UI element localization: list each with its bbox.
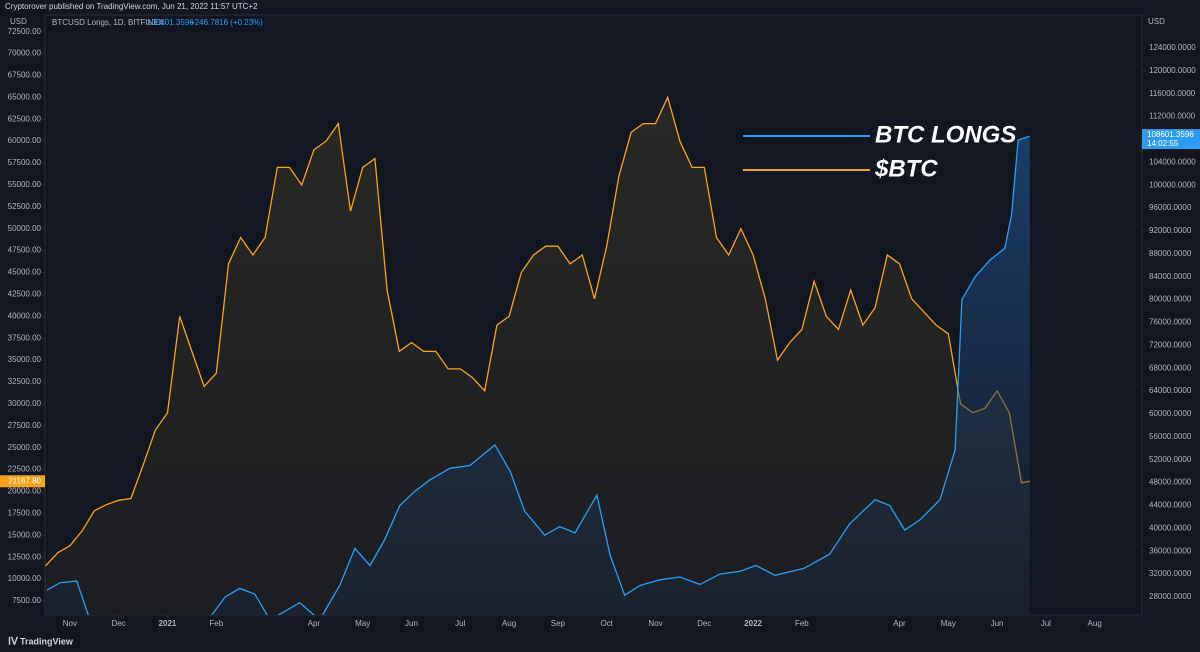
y2-tick-label: 44000.0000 — [1149, 501, 1192, 510]
area — [47, 136, 1030, 615]
y2-tick-label: 76000.0000 — [1149, 318, 1192, 327]
y2-tick-label: 104000.0000 — [1149, 157, 1196, 166]
x-tick-label: Oct — [600, 619, 613, 628]
x-tick-label: Dec — [112, 619, 126, 628]
y-tick-label: 47500.00 — [8, 246, 42, 255]
x-tick-label: Dec — [697, 619, 711, 628]
x-tick-label: May — [941, 619, 956, 628]
y2-tick-label: 52000.0000 — [1149, 455, 1192, 464]
y-tick-label: 52500.00 — [8, 202, 42, 211]
y2-tick-label: 80000.0000 — [1149, 295, 1192, 304]
y2-tick-label: 68000.0000 — [1149, 363, 1192, 372]
right-axis-unit: USD — [1148, 17, 1165, 26]
y-tick-label: 10000.00 — [8, 574, 42, 583]
y-tick-label: 57500.00 — [8, 158, 42, 167]
legend-label: $BTC — [874, 155, 938, 182]
x-tick-label: Jul — [455, 619, 465, 628]
y-tick-label: 27500.00 — [8, 421, 42, 430]
y2-tick-label: 96000.0000 — [1149, 203, 1192, 212]
x-tick-label: 2022 — [744, 619, 762, 628]
y-tick-label: 7500.00 — [12, 596, 41, 605]
x-tick-label: Jul — [1041, 619, 1051, 628]
x-tick-label: Apr — [308, 619, 321, 628]
y-tick-label: 20000.00 — [8, 487, 42, 496]
x-tick-label: Nov — [648, 619, 662, 628]
y2-tick-label: 32000.0000 — [1149, 569, 1192, 578]
y2-tick-label: 64000.0000 — [1149, 386, 1192, 395]
price-badge-label: 108601.3596 — [1147, 130, 1194, 139]
publisher: Cryptorover published on TradingView.com… — [5, 2, 258, 11]
y2-tick-label: 100000.0000 — [1149, 180, 1196, 189]
logo: ⅠⅤ — [8, 637, 19, 648]
y-tick-label: 42500.00 — [8, 290, 42, 299]
x-tick-label: 2021 — [159, 619, 177, 628]
y2-tick-label: 60000.0000 — [1149, 409, 1192, 418]
y-tick-label: 12500.00 — [8, 552, 42, 561]
y2-tick-label: 84000.0000 — [1149, 272, 1192, 281]
brand: TradingView — [20, 636, 74, 646]
x-tick-label: Apr — [893, 619, 906, 628]
x-tick-label: Jun — [405, 619, 418, 628]
y-tick-label: 72500.00 — [8, 27, 42, 36]
price-badge — [1142, 129, 1200, 150]
change: +246.7816 (+0.23%) — [190, 18, 263, 27]
x-tick-label: May — [355, 619, 370, 628]
line — [45, 95, 1030, 567]
legend-label: BTC LONGS — [875, 121, 1016, 148]
line — [46, 135, 1031, 615]
y2-tick-label: 88000.0000 — [1149, 249, 1192, 258]
y2-tick-label: 116000.0000 — [1149, 89, 1196, 98]
plot — [45, 95, 1031, 615]
y2-tick-label: 124000.0000 — [1149, 43, 1196, 52]
y-tick-label: 35000.00 — [8, 355, 42, 364]
y-tick-label: 17500.00 — [8, 509, 42, 518]
symbol: BTCUSD Longs, 1D, BITFINEX — [52, 18, 165, 27]
price-badge — [0, 475, 45, 488]
y2-tick-label: 40000.0000 — [1149, 523, 1192, 532]
y2-tick-label: 72000.0000 — [1149, 340, 1192, 349]
y2-tick-label: 48000.0000 — [1149, 478, 1192, 487]
y-tick-label: 40000.00 — [8, 311, 42, 320]
y2-tick-label: 112000.0000 — [1149, 112, 1196, 121]
y-tick-label: 25000.00 — [8, 443, 42, 452]
y2-tick-label: 36000.0000 — [1149, 546, 1192, 555]
y-tick-label: 50000.00 — [8, 224, 42, 233]
y-tick-label: 22500.00 — [8, 465, 42, 474]
y2-tick-label: 120000.0000 — [1149, 66, 1196, 75]
y2-tick-label: 92000.0000 — [1149, 226, 1192, 235]
left-axis-unit: USD — [10, 17, 27, 26]
y-tick-label: 15000.00 — [8, 530, 42, 539]
y-tick-label: 65000.00 — [8, 92, 42, 101]
y-tick-label: 45000.00 — [8, 268, 42, 277]
x-tick-label: Sep — [551, 619, 566, 628]
y2-tick-label: 28000.0000 — [1149, 592, 1192, 601]
y-tick-label: 67500.00 — [8, 71, 42, 80]
y-tick-label: 62500.00 — [8, 114, 42, 123]
y-tick-label: 37500.00 — [8, 333, 42, 342]
countdown: 14:02:55 — [1147, 139, 1179, 148]
y-tick-label: 30000.00 — [8, 399, 42, 408]
x-tick-label: Nov — [63, 619, 77, 628]
price-badge-label: 21167.80 — [8, 476, 41, 485]
x-tick-label: Feb — [795, 619, 809, 628]
x-tick-label: Aug — [1088, 619, 1102, 628]
y-tick-label: 70000.00 — [8, 49, 42, 58]
x-tick-label: Jun — [991, 619, 1004, 628]
y-tick-label: 60000.00 — [8, 136, 42, 145]
area — [45, 97, 1030, 615]
x-tick-label: Aug — [502, 619, 516, 628]
y-tick-label: 55000.00 — [8, 180, 42, 189]
last-value: 108601.3596 — [147, 18, 194, 27]
footer — [0, 632, 1200, 652]
y2-tick-label: 56000.0000 — [1149, 432, 1192, 441]
x-tick-label: Feb — [209, 619, 223, 628]
y-tick-label: 32500.00 — [8, 377, 42, 386]
